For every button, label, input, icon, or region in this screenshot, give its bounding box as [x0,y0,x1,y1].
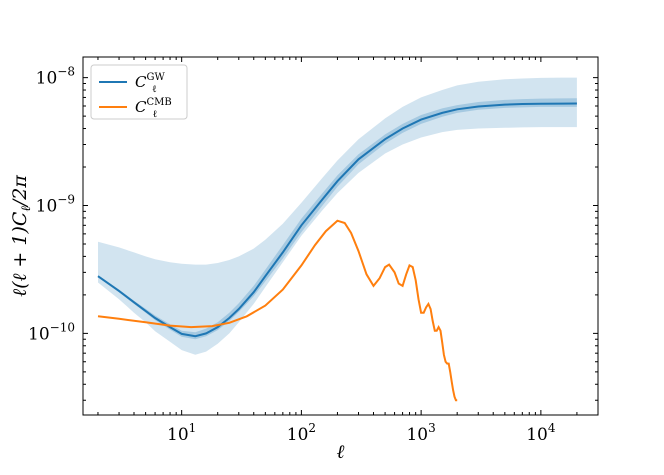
y-tick-label: 10−9 [36,193,75,217]
x-tick-exp: 4 [548,421,556,435]
x-tick-base: 10 [406,425,428,445]
y-axis-label-main: ℓ(ℓ + 1)C [9,211,31,297]
y-tick-base: 10 [28,324,50,344]
series-lines [97,102,577,402]
legend-label-cmb-sub: ℓ [153,109,158,120]
y-axis-label-sub: ℓ [19,206,34,212]
x-tick-label: 102 [287,421,316,445]
y-tick-base: 10 [36,69,58,89]
y-tick-exp: −9 [57,193,75,207]
x-tick-label: 104 [526,421,556,445]
plot-frame [82,56,599,416]
y-tick-exp: −10 [50,320,75,334]
gw-outer-band [98,77,577,355]
y-tick-label: 10−8 [36,65,75,89]
x-tick-exp: 2 [308,421,316,435]
legend: CGW ℓ CCMB ℓ [90,64,188,120]
legend-label-gw: CGW ℓ [135,72,165,95]
gw-uncertainty-bands [98,77,577,355]
legend-label-cmb-sup: CMB [146,97,171,108]
x-tick-base: 10 [167,425,189,445]
y-tick-base: 10 [36,197,58,217]
x-tick-base: 10 [287,425,309,445]
x-tick-label: 101 [167,421,196,445]
x-tick-label: 103 [406,421,435,445]
x-tick-base: 10 [526,425,548,445]
cmb-series-line [97,219,458,402]
y-axis-label: ℓ(ℓ + 1)Cℓ/2π [9,175,34,297]
y-tick-label: 10−10 [28,320,75,344]
legend-label-gw-sub: ℓ [152,84,157,95]
legend-label-gw-sup: GW [146,72,165,83]
legend-box [90,64,188,120]
y-axis-label-tail: /2π [9,175,31,208]
legend-label-gw-name: C [135,73,147,91]
x-tick-exp: 1 [189,421,197,435]
x-tick-exp: 3 [428,421,436,435]
x-axis-label: ℓ [337,441,345,463]
legend-label-cmb: CCMB ℓ [135,97,172,120]
legend-label-cmb-name: C [135,98,147,116]
y-tick-exp: −8 [57,65,75,79]
